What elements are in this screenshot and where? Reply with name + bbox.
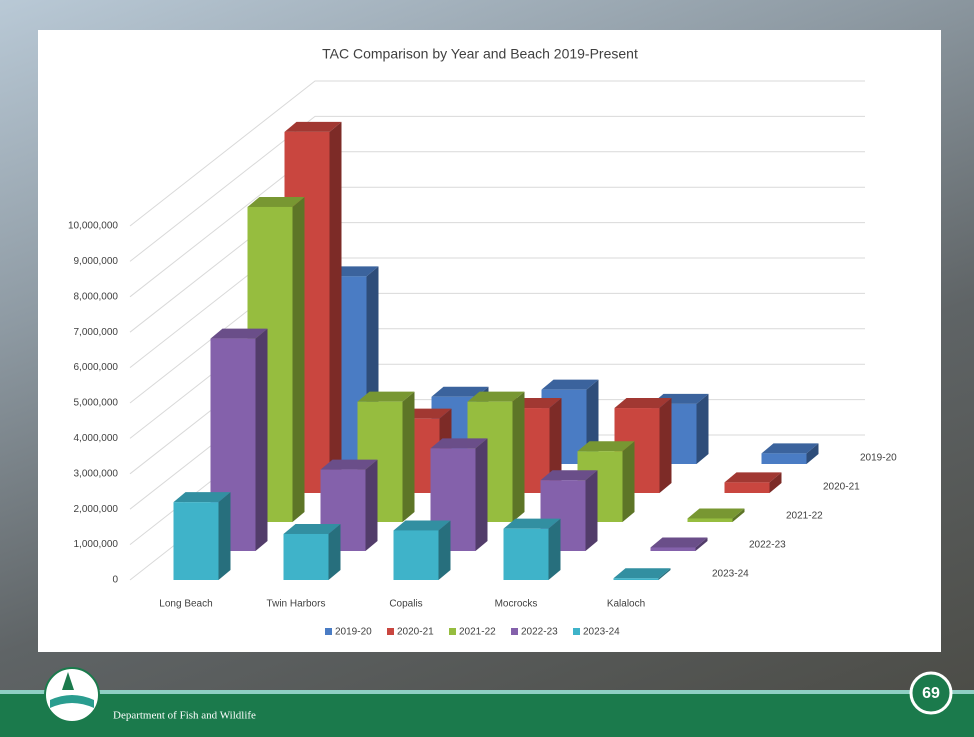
- bar-top: [431, 386, 489, 397]
- bar-side: [255, 328, 268, 551]
- bar-top: [393, 520, 451, 531]
- bar-side: [658, 568, 671, 580]
- bar-side: [365, 459, 378, 551]
- logo-tree: [62, 672, 74, 690]
- bar: [173, 502, 219, 580]
- y-tick-label: 5,000,000: [74, 398, 119, 409]
- bar: [650, 547, 696, 551]
- legend-swatch: [325, 628, 332, 635]
- legend-label: 2023-24: [583, 627, 620, 638]
- legend-label: 2020-21: [397, 627, 434, 638]
- bar-side: [769, 472, 782, 493]
- chart-title: TAC Comparison by Year and Beach 2019-Pr…: [322, 46, 638, 62]
- bar-top: [540, 470, 598, 481]
- legend-label: 2021-22: [459, 627, 496, 638]
- bar: [283, 533, 329, 580]
- bar-side: [659, 398, 672, 493]
- chart-panel: [38, 30, 941, 652]
- depth-label: 2019-20: [860, 453, 897, 464]
- bar-side: [292, 196, 305, 522]
- legend-swatch: [387, 628, 394, 635]
- bar-side: [696, 393, 709, 464]
- y-tick-label: 0: [112, 575, 118, 586]
- grid-line: [129, 115, 865, 262]
- legend-swatch: [449, 628, 456, 635]
- bar-side: [549, 398, 562, 493]
- footer-stripe: [0, 690, 974, 694]
- y-tick-label: 9,000,000: [74, 256, 119, 267]
- bar-top: [173, 492, 231, 503]
- y-tick-label: 10,000,000: [68, 221, 118, 232]
- bar-side: [548, 518, 561, 580]
- bar-side: [695, 537, 708, 551]
- bar: [687, 518, 733, 522]
- bar-side: [475, 438, 488, 551]
- x-tick-label: Mocrocks: [495, 599, 538, 610]
- logo-wave: [50, 695, 94, 708]
- x-tick-label: Kalaloch: [607, 599, 645, 610]
- bar-top: [541, 379, 599, 390]
- bar-top: [687, 508, 745, 519]
- y-tick-label: 3,000,000: [74, 468, 119, 479]
- bar-top: [284, 121, 342, 132]
- bar-top: [650, 537, 708, 548]
- bar-top: [724, 472, 782, 483]
- bar-side: [585, 470, 598, 551]
- bar: [724, 482, 770, 493]
- grid-line: [129, 80, 865, 227]
- bar: [393, 530, 439, 580]
- bar-top: [467, 391, 525, 402]
- x-tick-label: Twin Harbors: [267, 599, 326, 610]
- bar-side: [328, 523, 341, 580]
- y-tick-label: 8,000,000: [74, 291, 119, 302]
- bar: [503, 528, 549, 580]
- bar-top: [210, 328, 268, 339]
- bar-side: [402, 391, 415, 522]
- bar-top: [613, 568, 671, 579]
- bar-top: [357, 391, 415, 402]
- depth-label: 2020-21: [823, 482, 860, 493]
- bar-side: [622, 441, 635, 522]
- bar-side: [329, 121, 342, 494]
- bar-top: [283, 523, 341, 534]
- legend-label: 2022-23: [521, 627, 558, 638]
- legend-label: 2019-20: [335, 627, 372, 638]
- depth-label: 2021-22: [786, 511, 823, 522]
- bar-side: [512, 391, 525, 522]
- bar-top: [614, 398, 672, 409]
- legend-swatch: [511, 628, 518, 635]
- depth-label: 2023-24: [712, 569, 749, 580]
- y-tick-label: 1,000,000: [74, 539, 119, 550]
- page-badge: [909, 671, 953, 715]
- page-number: 69: [922, 685, 940, 702]
- bar-top: [577, 441, 635, 452]
- bar-top: [247, 196, 305, 207]
- footer-agency: Department of Fish and Wildlife: [113, 710, 256, 722]
- y-tick-label: 7,000,000: [74, 327, 119, 338]
- bar-side: [438, 520, 451, 580]
- depth-label: 2022-23: [749, 540, 786, 551]
- bar-side: [806, 443, 819, 464]
- bar-side: [732, 508, 745, 522]
- y-tick-label: 4,000,000: [74, 433, 119, 444]
- bar-top: [503, 518, 561, 529]
- bar-top: [320, 459, 378, 470]
- bar-top: [761, 443, 819, 454]
- x-tick-label: Long Beach: [159, 599, 212, 610]
- footer-bar: [0, 694, 974, 737]
- bar-top: [430, 438, 488, 449]
- y-tick-label: 2,000,000: [74, 504, 119, 515]
- bar: [613, 578, 659, 580]
- legend-swatch: [573, 628, 580, 635]
- bar: [761, 453, 807, 464]
- x-tick-label: Copalis: [389, 599, 422, 610]
- y-tick-label: 6,000,000: [74, 362, 119, 373]
- bar-side: [218, 492, 231, 580]
